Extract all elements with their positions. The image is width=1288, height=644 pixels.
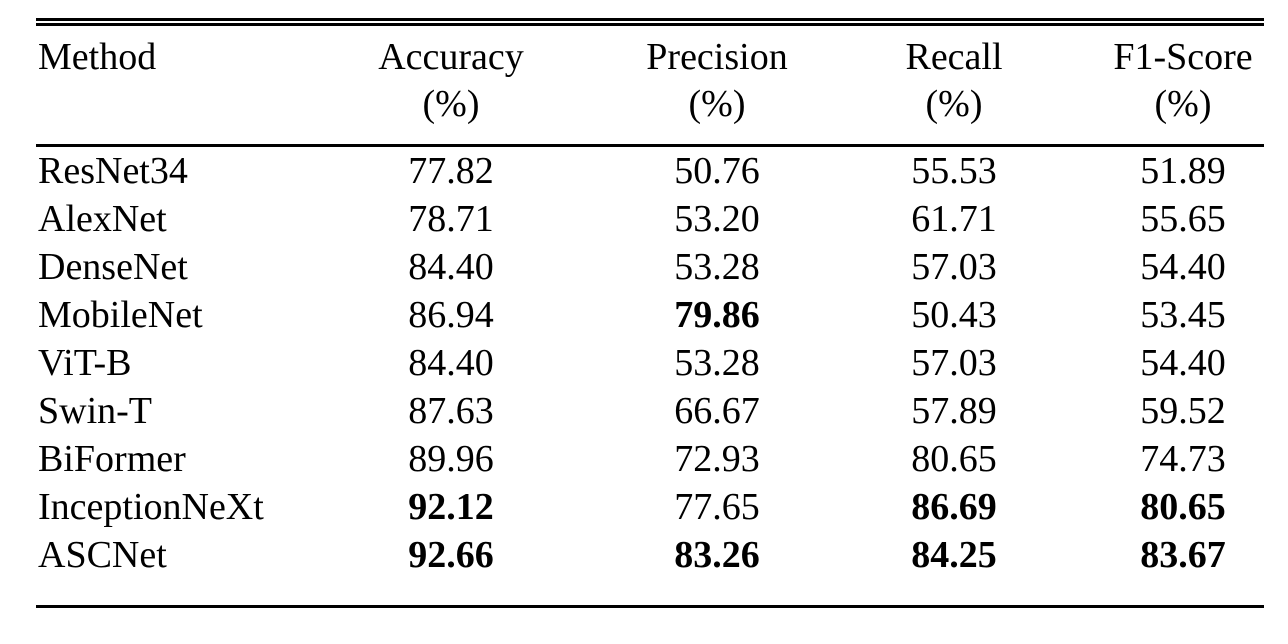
- header-method-label: Method: [38, 36, 157, 78]
- spacer-row: [36, 579, 1264, 607]
- recall-cell: 61.71: [911, 198, 997, 240]
- precision-cell: 77.65: [674, 486, 760, 528]
- header-accuracy-label: Accuracy: [378, 36, 524, 78]
- header-recall-unit: (%): [925, 83, 983, 125]
- method-cell: Swin-T: [38, 390, 152, 432]
- f1-cell: 74.73: [1140, 438, 1226, 480]
- header-precision-unit: (%): [688, 83, 746, 125]
- f1-cell: 59.52: [1140, 390, 1226, 432]
- accuracy-cell: 87.63: [408, 390, 494, 432]
- header-row: Method Accuracy (%) Precision (%) Recall…: [36, 22, 1264, 147]
- recall-cell: 84.25: [911, 534, 997, 576]
- method-cell: AlexNet: [38, 198, 167, 240]
- table-row: Swin-T 87.63 66.67 57.89 59.52: [36, 387, 1264, 435]
- accuracy-cell: 84.40: [408, 342, 494, 384]
- precision-cell: 79.86: [674, 294, 760, 336]
- results-table: Method Accuracy (%) Precision (%) Recall…: [36, 18, 1264, 608]
- precision-cell: 50.76: [674, 150, 760, 192]
- f1-cell: 54.40: [1140, 342, 1226, 384]
- f1-cell: 83.67: [1140, 534, 1226, 576]
- accuracy-cell: 78.71: [408, 198, 494, 240]
- f1-cell: 80.65: [1140, 486, 1226, 528]
- f1-cell: 55.65: [1140, 198, 1226, 240]
- accuracy-cell: 92.66: [408, 534, 494, 576]
- table-row: ResNet34 77.82 50.76 55.53 51.89: [36, 146, 1264, 196]
- precision-cell: 72.93: [674, 438, 760, 480]
- table-row: ASCNet 92.66 83.26 84.25 83.67: [36, 531, 1264, 579]
- recall-cell: 57.03: [911, 342, 997, 384]
- recall-cell: 80.65: [911, 438, 997, 480]
- recall-cell: 57.03: [911, 246, 997, 288]
- header-recall-label: Recall: [905, 36, 1003, 78]
- table-header: Method Accuracy (%) Precision (%) Recall…: [36, 22, 1264, 147]
- header-f1-unit: (%): [1154, 83, 1212, 125]
- header-f1: F1-Score (%): [1102, 22, 1264, 147]
- recall-cell: 57.89: [911, 390, 997, 432]
- method-cell: ASCNet: [38, 534, 167, 576]
- header-recall: Recall (%): [806, 22, 1102, 147]
- method-cell: DenseNet: [38, 246, 188, 288]
- table-row: InceptionNeXt 92.12 77.65 86.69 80.65: [36, 483, 1264, 531]
- method-cell: ResNet34: [38, 150, 188, 192]
- table-row: MobileNet 86.94 79.86 50.43 53.45: [36, 291, 1264, 339]
- precision-cell: 53.20: [674, 198, 760, 240]
- method-cell: ViT-B: [38, 342, 132, 384]
- table-row: AlexNet 78.71 53.20 61.71 55.65: [36, 195, 1264, 243]
- f1-cell: 54.40: [1140, 246, 1226, 288]
- precision-cell: 66.67: [674, 390, 760, 432]
- paper-table-figure: Method Accuracy (%) Precision (%) Recall…: [0, 18, 1288, 644]
- header-precision-label: Precision: [646, 36, 788, 78]
- accuracy-cell: 89.96: [408, 438, 494, 480]
- accuracy-cell: 84.40: [408, 246, 494, 288]
- spacer-cell: [36, 579, 1264, 607]
- accuracy-cell: 86.94: [408, 294, 494, 336]
- table-row: BiFormer 89.96 72.93 80.65 74.73: [36, 435, 1264, 483]
- header-accuracy: Accuracy (%): [274, 22, 628, 147]
- table-row: ViT-B 84.40 53.28 57.03 54.40: [36, 339, 1264, 387]
- accuracy-cell: 92.12: [408, 486, 494, 528]
- recall-cell: 86.69: [911, 486, 997, 528]
- f1-cell: 53.45: [1140, 294, 1226, 336]
- header-method: Method: [36, 22, 274, 147]
- recall-cell: 50.43: [911, 294, 997, 336]
- f1-cell: 51.89: [1140, 150, 1226, 192]
- recall-cell: 55.53: [911, 150, 997, 192]
- precision-cell: 83.26: [674, 534, 760, 576]
- method-cell: BiFormer: [38, 438, 186, 480]
- method-cell: MobileNet: [38, 294, 203, 336]
- header-f1-label: F1-Score: [1113, 36, 1253, 78]
- precision-cell: 53.28: [674, 342, 760, 384]
- precision-cell: 53.28: [674, 246, 760, 288]
- header-accuracy-unit: (%): [422, 83, 480, 125]
- table-row: DenseNet 84.40 53.28 57.03 54.40: [36, 243, 1264, 291]
- table-body: ResNet34 77.82 50.76 55.53 51.89 AlexNet 78.71…: [36, 146, 1264, 607]
- header-precision: Precision (%): [628, 22, 806, 147]
- accuracy-cell: 77.82: [408, 150, 494, 192]
- method-cell: InceptionNeXt: [38, 486, 264, 528]
